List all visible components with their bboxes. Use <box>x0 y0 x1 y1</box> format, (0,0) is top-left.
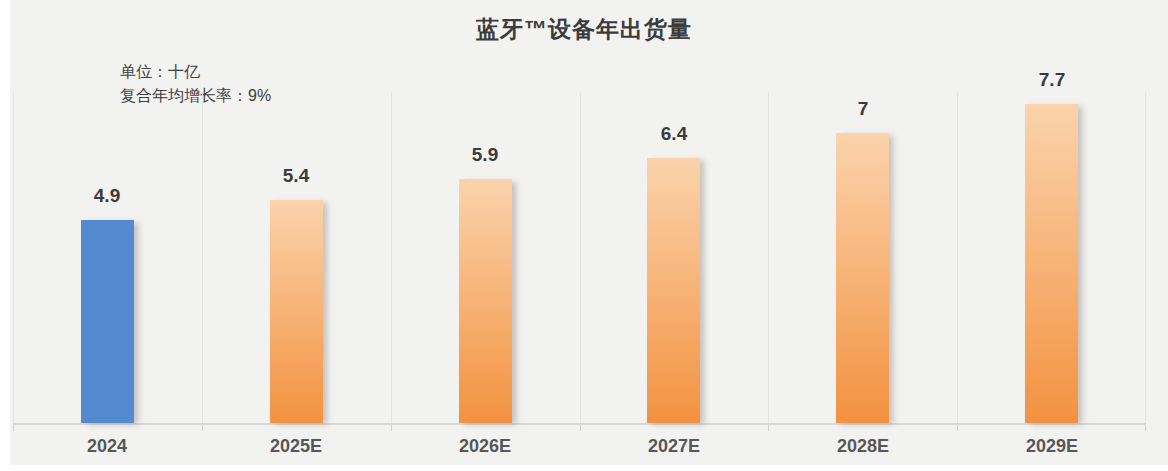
axis-tick <box>957 425 958 431</box>
gridline <box>768 92 769 423</box>
bar-2024 <box>81 220 134 423</box>
unit-label: 单位：十亿 <box>120 60 271 84</box>
bar-2029E <box>1025 104 1078 423</box>
chart-title: 蓝牙™设备年出货量 <box>0 14 1168 45</box>
gridline <box>957 92 958 423</box>
value-label-2029E: 7.7 <box>992 69 1112 91</box>
bar-2026E <box>459 179 512 423</box>
plot-area: 4.920245.42025E5.92026E6.42027E72028E7.7… <box>13 92 1146 425</box>
axis-label-2027E: 2027E <box>604 436 744 457</box>
axis-label-2024: 2024 <box>37 436 177 457</box>
axis-tick <box>391 425 392 431</box>
axis-label-2028E: 2028E <box>793 436 933 457</box>
gridline <box>202 92 203 423</box>
axis-tick <box>580 425 581 431</box>
value-label-2026E: 5.9 <box>425 144 545 166</box>
value-label-2027E: 6.4 <box>614 123 734 145</box>
value-label-2024: 4.9 <box>47 185 167 207</box>
gridline <box>13 92 14 423</box>
chart-canvas: 蓝牙™设备年出货量 单位：十亿 复合年均增长率：9% 4.920245.4202… <box>0 0 1168 471</box>
value-label-2025E: 5.4 <box>236 165 356 187</box>
axis-tick <box>13 425 14 431</box>
bar-2028E <box>836 133 889 423</box>
bar-2027E <box>647 158 700 423</box>
value-label-2028E: 7 <box>803 98 923 120</box>
axis-label-2025E: 2025E <box>226 436 366 457</box>
bar-2025E <box>270 200 323 423</box>
axis-tick <box>202 425 203 431</box>
gridline <box>580 92 581 423</box>
axis-label-2026E: 2026E <box>415 436 555 457</box>
gridline <box>1145 92 1146 423</box>
axis-label-2029E: 2029E <box>982 436 1122 457</box>
axis-tick <box>768 425 769 431</box>
axis-tick <box>1145 425 1146 431</box>
gridline <box>391 92 392 423</box>
